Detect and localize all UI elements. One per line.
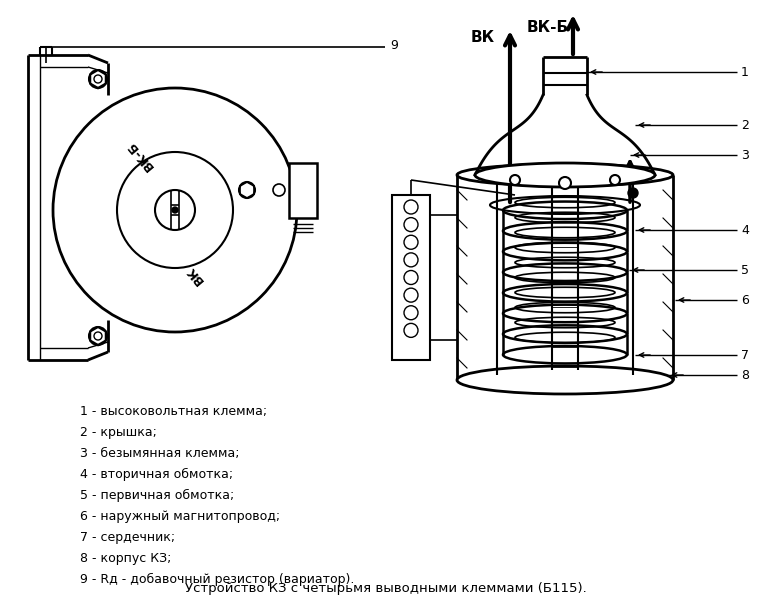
- Text: 8: 8: [741, 368, 749, 381]
- Circle shape: [273, 184, 285, 196]
- Text: 5 - первичная обмотка;: 5 - первичная обмотка;: [80, 489, 234, 502]
- Ellipse shape: [475, 163, 655, 187]
- Circle shape: [510, 175, 520, 185]
- Circle shape: [610, 175, 620, 185]
- Text: 7 - сердечник;: 7 - сердечник;: [80, 531, 175, 544]
- Text: 9: 9: [390, 39, 398, 52]
- Text: ВК: ВК: [471, 30, 495, 45]
- Text: 3: 3: [741, 148, 749, 161]
- Text: ВК-Б: ВК-Б: [124, 138, 156, 172]
- Circle shape: [53, 88, 297, 332]
- Text: 4: 4: [741, 224, 749, 237]
- Bar: [289, 163, 317, 218]
- Circle shape: [89, 327, 107, 345]
- Text: 2: 2: [741, 118, 749, 131]
- Text: 6 - наружный магнитопровод;: 6 - наружный магнитопровод;: [80, 510, 280, 523]
- Text: 7: 7: [741, 349, 749, 362]
- Circle shape: [172, 207, 178, 213]
- Text: 4 - вторичная обмотка;: 4 - вторичная обмотка;: [80, 468, 233, 481]
- Text: 3 - безымянная клемма;: 3 - безымянная клемма;: [80, 447, 240, 460]
- Circle shape: [628, 188, 638, 198]
- Text: ВК-Б: ВК-Б: [527, 20, 569, 35]
- Text: 1 - высоковольтная клемма;: 1 - высоковольтная клемма;: [80, 405, 267, 418]
- Circle shape: [239, 182, 255, 198]
- Text: 6: 6: [741, 293, 749, 307]
- Text: 8 - корпус КЗ;: 8 - корпус КЗ;: [80, 552, 172, 565]
- Text: Устройство КЗ с четырьмя выводными клеммами (Б115).: Устройство КЗ с четырьмя выводными клемм…: [185, 582, 587, 595]
- Text: ВК: ВК: [184, 263, 206, 286]
- Text: 5: 5: [741, 264, 749, 277]
- Text: 9 - Rд - добавочный резистор (вариатор).: 9 - Rд - добавочный резистор (вариатор).: [80, 573, 354, 586]
- Ellipse shape: [457, 164, 673, 186]
- Bar: [392, 195, 430, 360]
- Text: 2 - крышка;: 2 - крышка;: [80, 426, 157, 439]
- Ellipse shape: [457, 366, 673, 394]
- Circle shape: [89, 70, 107, 88]
- Text: 1: 1: [741, 65, 749, 78]
- Circle shape: [559, 177, 571, 189]
